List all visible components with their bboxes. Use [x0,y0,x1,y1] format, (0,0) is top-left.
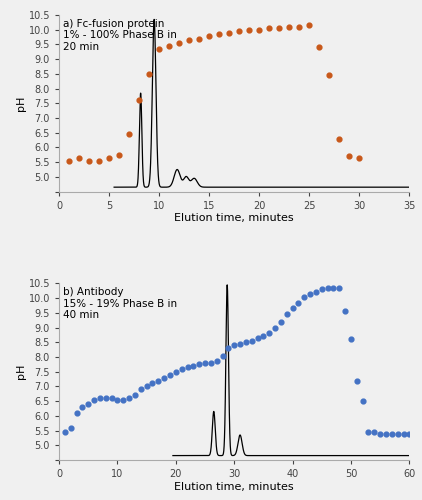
Point [306,22,313,30]
Point [394,430,401,438]
Point [383,430,390,438]
Point [371,428,378,436]
Point [307,290,314,298]
Point [106,154,113,162]
Point [97,394,103,402]
Point [284,310,290,318]
X-axis label: Elution time, minutes: Elution time, minutes [174,214,294,224]
Point [330,284,337,292]
X-axis label: Elution time, minutes: Elution time, minutes [174,482,294,492]
Point [243,338,249,346]
Point [286,23,292,31]
Point [254,334,261,342]
Point [176,39,183,47]
Point [196,360,203,368]
Point [296,23,303,31]
Point [166,42,173,50]
Point [377,430,384,438]
Point [348,336,354,344]
Point [149,380,156,388]
Point [68,424,74,432]
Point [324,284,331,292]
Point [219,352,226,360]
Point [342,308,349,316]
Point [278,318,284,326]
Point [326,72,333,80]
Point [354,376,360,384]
Y-axis label: pH: pH [16,364,26,380]
Point [73,409,80,417]
Point [173,368,179,376]
Point [346,152,353,160]
Point [143,382,150,390]
Point [406,430,413,438]
Point [336,134,343,142]
Point [266,330,273,338]
Point [96,156,103,164]
Point [62,428,68,436]
Point [156,45,162,53]
Point [356,154,362,162]
Point [190,362,197,370]
Point [202,359,208,367]
Point [126,394,133,402]
Point [155,376,162,384]
Point [116,151,122,159]
Point [231,341,238,349]
Point [316,44,323,52]
Point [236,27,243,35]
Point [216,30,222,38]
Point [336,284,343,292]
Text: a) Fc-fusion protein
1% - 100% Phase B in
20 min: a) Fc-fusion protein 1% - 100% Phase B i… [62,18,176,52]
Point [103,394,109,402]
Y-axis label: pH: pH [16,96,26,111]
Point [272,324,279,332]
Point [161,374,168,382]
Point [289,304,296,312]
Point [226,28,233,36]
Point [136,96,143,104]
Point [76,154,82,162]
Point [266,24,273,32]
Point [132,392,138,400]
Point [313,288,319,296]
Point [196,34,203,42]
Point [79,403,86,411]
Point [276,24,283,32]
Point [208,359,214,367]
Point [246,26,253,34]
Text: b) Antibody
15% - 19% Phase B in
40 min: b) Antibody 15% - 19% Phase B in 40 min [62,287,177,320]
Point [248,337,255,345]
Point [146,70,152,78]
Point [86,156,92,164]
Point [359,397,366,405]
Point [237,340,243,347]
Point [214,358,220,366]
Point [120,396,127,404]
Point [260,332,267,340]
Point [108,394,115,402]
Point [295,298,302,306]
Point [318,286,325,294]
Point [388,430,395,438]
Point [184,364,191,372]
Point [186,36,192,44]
Point [167,370,173,378]
Point [256,26,262,34]
Point [66,156,73,164]
Point [126,130,133,138]
Point [225,344,232,352]
Point [85,400,92,408]
Point [178,365,185,373]
Point [400,430,407,438]
Point [138,386,144,394]
Point [114,396,121,404]
Point [91,396,97,404]
Point [365,428,372,436]
Point [206,32,213,40]
Point [301,292,308,300]
